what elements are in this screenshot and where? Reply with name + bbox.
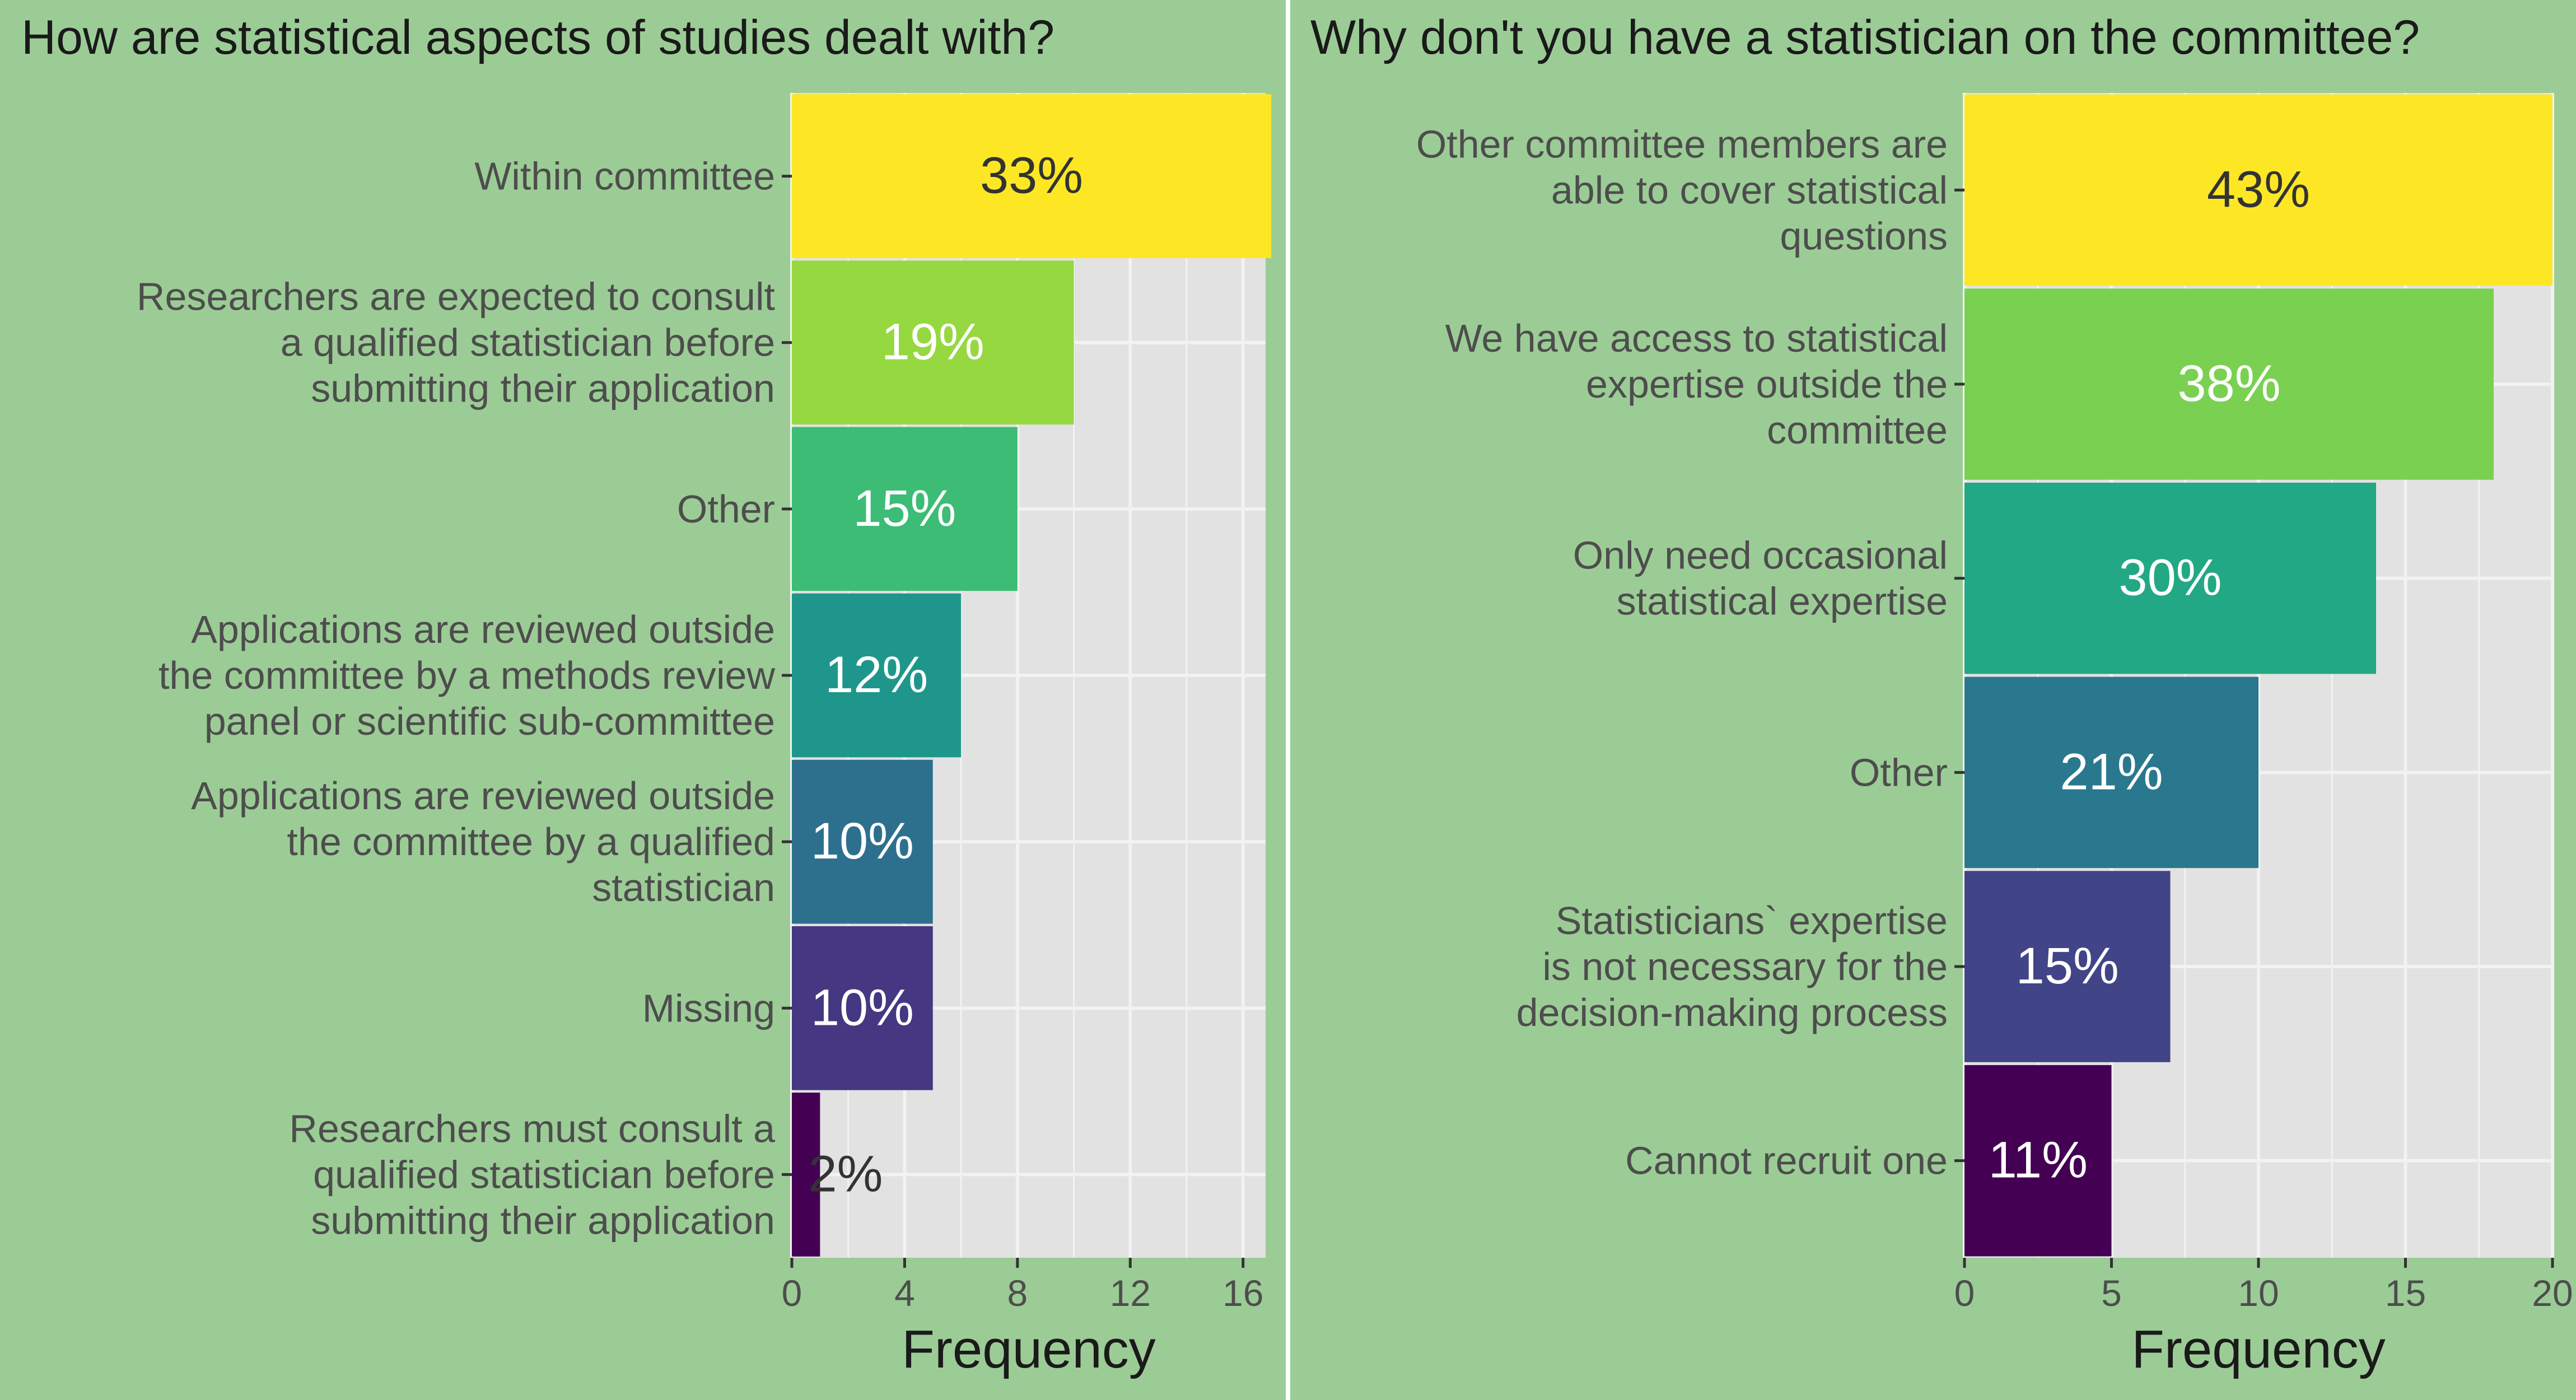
x-tick-label: 10 xyxy=(2238,1272,2279,1314)
bar-data-label: 30% xyxy=(2118,549,2222,606)
bar-data-label: 15% xyxy=(2016,937,2119,995)
y-tick-label: Researchers are expected to consult a qua… xyxy=(137,275,775,410)
bar xyxy=(1964,871,2171,1062)
bar-data-label: 11% xyxy=(1989,1132,2088,1189)
y-tick-label: Other xyxy=(677,487,775,531)
x-tick-label: 5 xyxy=(2101,1272,2122,1314)
y-tick-label: Missing xyxy=(642,986,775,1030)
bar-data-label: 38% xyxy=(2177,355,2280,412)
x-tick-label: 8 xyxy=(1007,1272,1028,1314)
x-tick-label: 15 xyxy=(2385,1272,2426,1314)
bar-data-label: 15% xyxy=(853,480,956,537)
bar-data-label: 10% xyxy=(811,813,914,870)
bar xyxy=(792,1093,820,1257)
bar-data-label: 12% xyxy=(825,646,928,703)
bar xyxy=(1964,1065,2112,1257)
bar-data-label: 21% xyxy=(2060,743,2163,800)
bar-data-label: 33% xyxy=(980,147,1083,204)
bar xyxy=(1964,482,2376,674)
y-tick-label: Other committee members are able to cover… xyxy=(1416,122,1948,258)
right-chart-panel: Why don't you have a statistician on the… xyxy=(1290,0,2576,1400)
bar-data-label: 10% xyxy=(811,979,914,1036)
x-tick-label: 4 xyxy=(894,1272,915,1314)
chart-title: Why don't you have a statistician on the… xyxy=(1310,11,2420,64)
y-tick-label: Within committee xyxy=(474,155,775,198)
x-tick-label: 0 xyxy=(1954,1272,1975,1314)
y-tick-label: Cannot recruit one xyxy=(1625,1139,1948,1183)
bar xyxy=(1964,676,2258,869)
bar xyxy=(1964,94,2552,286)
y-tick-label: Applications are reviewed outside the com… xyxy=(158,608,775,743)
x-tick-label: 12 xyxy=(1110,1272,1151,1314)
bar-data-label: 43% xyxy=(2207,161,2310,218)
x-axis-title: Frequency xyxy=(2131,1319,2386,1379)
y-tick-label: We have access to statistical expertise o… xyxy=(1445,316,1948,452)
y-tick-label: Researchers must consult a qualified stat… xyxy=(289,1107,775,1242)
x-tick-label: 16 xyxy=(1222,1272,1263,1314)
y-tick-label: Other xyxy=(1850,750,1948,794)
bar xyxy=(792,260,1074,425)
y-tick-label: Applications are reviewed outside the com… xyxy=(191,774,775,909)
y-tick-label: Statisticians` expertise is not necessary… xyxy=(1516,899,1948,1034)
bar-data-label: 2% xyxy=(809,1145,883,1202)
bar-data-label: 19% xyxy=(881,314,984,371)
bar xyxy=(1964,288,2494,480)
bar xyxy=(792,759,933,924)
bar xyxy=(792,427,1018,591)
left-chart-panel: How are statistical aspects of studies d… xyxy=(0,0,1286,1400)
x-tick-label: 0 xyxy=(782,1272,802,1314)
x-axis-title: Frequency xyxy=(902,1319,1156,1379)
x-tick-label: 20 xyxy=(2532,1272,2573,1314)
bar xyxy=(792,593,962,758)
bar xyxy=(792,94,1272,258)
bar xyxy=(792,926,933,1090)
y-tick-label: Only need occasional statistical expertis… xyxy=(1573,534,1948,623)
chart-title: How are statistical aspects of studies d… xyxy=(21,11,1054,64)
